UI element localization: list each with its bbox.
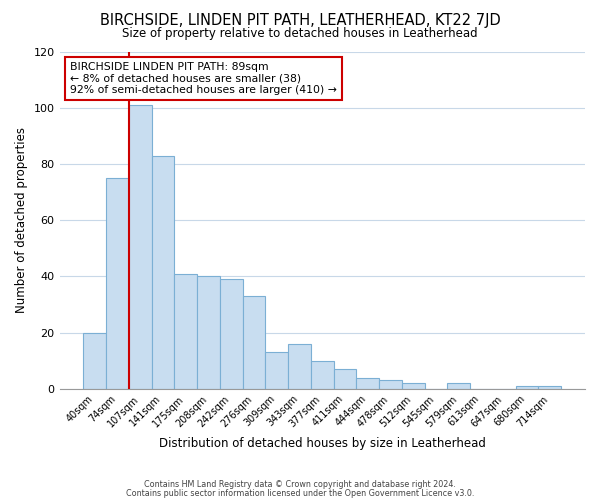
Text: Contains HM Land Registry data © Crown copyright and database right 2024.: Contains HM Land Registry data © Crown c… bbox=[144, 480, 456, 489]
X-axis label: Distribution of detached houses by size in Leatherhead: Distribution of detached houses by size … bbox=[159, 437, 486, 450]
Bar bbox=[356, 378, 379, 389]
Bar bbox=[197, 276, 220, 389]
Text: Size of property relative to detached houses in Leatherhead: Size of property relative to detached ho… bbox=[122, 28, 478, 40]
Bar bbox=[175, 274, 197, 389]
Bar bbox=[152, 156, 175, 389]
Bar bbox=[379, 380, 402, 389]
Bar bbox=[288, 344, 311, 389]
Bar bbox=[129, 105, 152, 389]
Bar bbox=[106, 178, 129, 389]
Bar bbox=[334, 369, 356, 389]
Text: BIRCHSIDE, LINDEN PIT PATH, LEATHERHEAD, KT22 7JD: BIRCHSIDE, LINDEN PIT PATH, LEATHERHEAD,… bbox=[100, 12, 500, 28]
Bar bbox=[515, 386, 538, 389]
Bar bbox=[448, 384, 470, 389]
Text: BIRCHSIDE LINDEN PIT PATH: 89sqm
← 8% of detached houses are smaller (38)
92% of: BIRCHSIDE LINDEN PIT PATH: 89sqm ← 8% of… bbox=[70, 62, 337, 95]
Bar bbox=[311, 361, 334, 389]
Bar bbox=[242, 296, 265, 389]
Bar bbox=[220, 279, 242, 389]
Bar bbox=[83, 332, 106, 389]
Text: Contains public sector information licensed under the Open Government Licence v3: Contains public sector information licen… bbox=[126, 488, 474, 498]
Y-axis label: Number of detached properties: Number of detached properties bbox=[15, 127, 28, 313]
Bar bbox=[402, 384, 425, 389]
Bar bbox=[265, 352, 288, 389]
Bar bbox=[538, 386, 561, 389]
